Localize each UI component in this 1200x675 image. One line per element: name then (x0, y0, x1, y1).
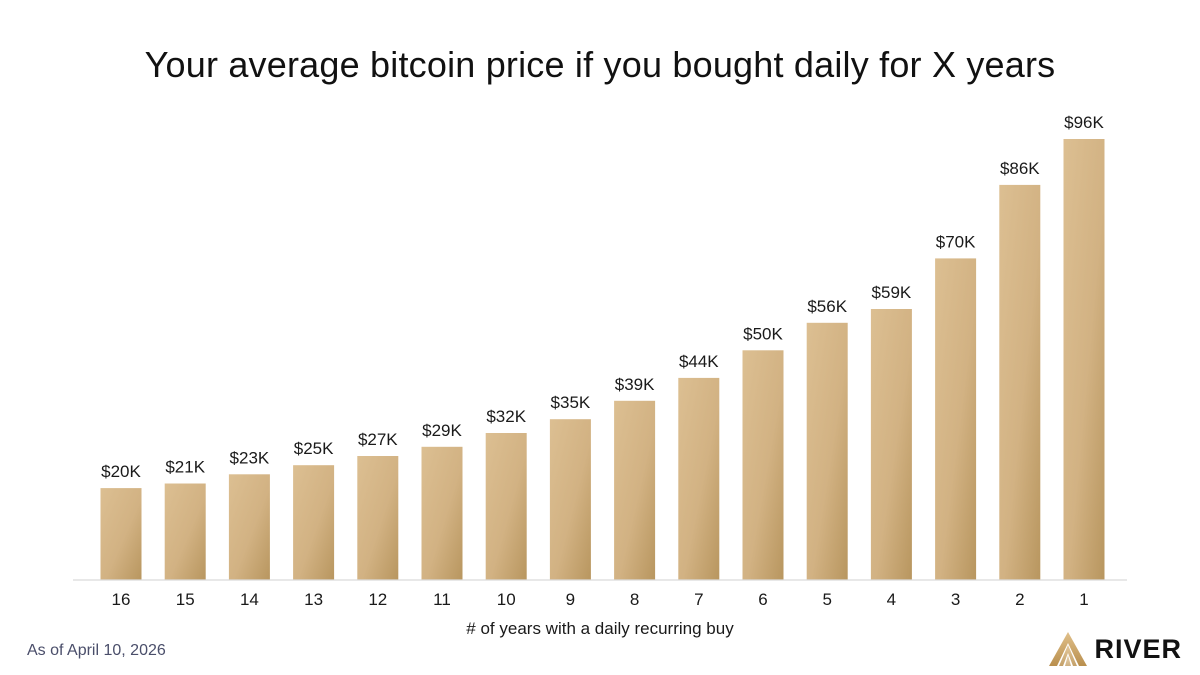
bar-value-label: $70K (936, 232, 976, 251)
bar-2-years (999, 184, 1041, 580)
x-tick-label: 2 (1015, 590, 1024, 609)
bar-value-label: $86K (1000, 159, 1040, 178)
chart-title: Your average bitcoin price if you bought… (144, 44, 1056, 85)
x-tick-label: 14 (240, 590, 259, 609)
bar-value-label: $23K (230, 448, 270, 467)
brand-name: RIVER (1094, 633, 1182, 664)
brand-logo: RIVER (1048, 631, 1182, 667)
bar-value-label: $44K (679, 352, 719, 371)
bar-3-years (935, 258, 977, 580)
bar-5-years (806, 322, 848, 581)
bar-13-years (293, 465, 335, 580)
bar-value-label: $21K (165, 458, 205, 477)
x-tick-label: 6 (758, 590, 767, 609)
bar-value-label: $20K (101, 462, 141, 481)
x-tick-labels: 16 15 14 13 12 11 10 9 8 7 6 5 4 3 2 1 (112, 590, 1089, 609)
x-tick-label: 11 (433, 590, 451, 609)
x-tick-label: 8 (630, 590, 639, 609)
bar-11-years (421, 446, 463, 580)
river-mountain-logo-icon (1049, 632, 1088, 666)
bar-4-years (870, 309, 912, 580)
bar-value-label: $56K (807, 297, 847, 316)
x-tick-label: 1 (1079, 590, 1088, 609)
x-tick-label: 16 (112, 590, 131, 609)
bar-value-label: $29K (422, 421, 462, 440)
x-tick-label: 4 (887, 590, 896, 609)
x-tick-label: 10 (497, 590, 516, 609)
bar-value-label: $27K (358, 430, 398, 449)
x-tick-label: 5 (822, 590, 831, 609)
x-axis-title: # of years with a daily recurring buy (466, 619, 734, 638)
bar-10-years (485, 433, 527, 580)
bar-14-years (228, 474, 270, 580)
bar-value-label: $96K (1064, 113, 1104, 132)
x-tick-label: 9 (566, 590, 575, 609)
bar-1-years (1063, 139, 1105, 580)
bar-6-years (742, 350, 784, 580)
x-tick-label: 13 (304, 590, 323, 609)
bar-8-years (614, 400, 656, 580)
bar-value-label: $35K (551, 393, 591, 412)
bar-value-label: $50K (743, 324, 783, 343)
bar-7-years (678, 377, 720, 580)
bar-value-label: $25K (294, 439, 334, 458)
x-tick-label: 15 (176, 590, 195, 609)
bar-16-years (100, 488, 142, 580)
bar-value-label: $59K (872, 283, 912, 302)
value-labels-group: $20K $21K $23K $25K $27K $29K $32K $35K $39K $44K… (101, 113, 1104, 481)
bar-value-label: $32K (486, 407, 526, 426)
as-of-date: As of April 10, 2026 (27, 642, 166, 659)
bar-9-years (549, 419, 591, 580)
x-tick-label: 3 (951, 590, 960, 609)
bar-15-years (164, 483, 206, 580)
bars-group (100, 139, 1105, 581)
x-tick-label: 7 (694, 590, 703, 609)
bar-value-label: $39K (615, 375, 655, 394)
bar-12-years (357, 456, 399, 580)
x-tick-label: 12 (368, 590, 387, 609)
